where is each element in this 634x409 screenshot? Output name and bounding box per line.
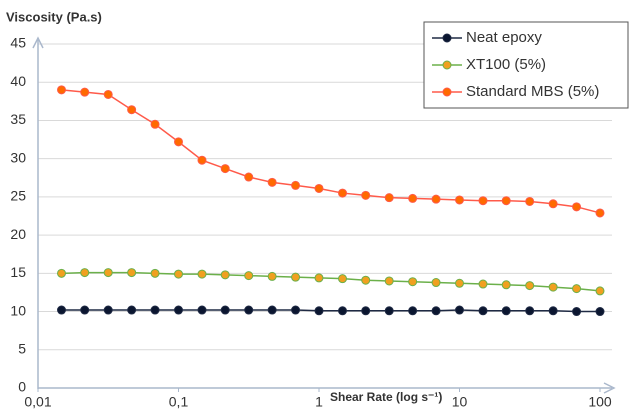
- data-point: [174, 137, 183, 147]
- y-axis-title: Viscosity (Pa.s): [6, 9, 102, 24]
- data-point: [267, 177, 277, 187]
- x-axis-title: Shear Rate (log s⁻¹): [330, 390, 442, 404]
- data-point: [174, 305, 183, 315]
- y-tick-label: 45: [10, 35, 26, 51]
- legend-label: Standard MBS (5%): [466, 83, 599, 100]
- y-axis-arrow: [32, 36, 44, 49]
- y-tick-label: 20: [10, 226, 26, 242]
- x-tick-label: 1: [315, 394, 323, 409]
- data-point: [338, 306, 348, 316]
- data-point: [244, 271, 254, 281]
- data-point: [220, 164, 230, 174]
- data-point: [338, 274, 348, 284]
- data-point: [174, 269, 183, 279]
- data-point: [548, 199, 558, 209]
- data-point: [361, 275, 371, 285]
- y-tick-label: 0: [18, 379, 26, 395]
- data-point: [548, 282, 558, 292]
- x-tick-label: 10: [452, 394, 468, 409]
- y-tick-label: 35: [10, 111, 26, 127]
- y-tick-label: 25: [10, 188, 26, 204]
- data-point: [127, 105, 137, 115]
- data-point: [478, 279, 488, 289]
- data-point: [57, 85, 67, 95]
- data-point: [384, 193, 394, 203]
- data-point: [455, 278, 464, 288]
- data-point: [361, 190, 371, 200]
- data-point: [103, 305, 113, 315]
- data-point: [57, 305, 67, 315]
- legend-marker: [442, 87, 452, 97]
- data-point: [80, 268, 90, 278]
- legend-label: Neat epoxy: [466, 29, 542, 46]
- data-point: [384, 276, 394, 286]
- data-point: [314, 273, 324, 283]
- data-point: [431, 194, 441, 204]
- legend-label: XT100 (5%): [466, 56, 546, 73]
- x-tick-label: 0,1: [169, 394, 189, 409]
- data-point: [197, 305, 207, 315]
- data-point: [408, 277, 418, 287]
- data-point: [220, 270, 230, 280]
- data-point: [525, 196, 535, 206]
- data-point: [314, 183, 324, 193]
- data-point: [525, 306, 535, 316]
- data-point: [57, 268, 67, 278]
- data-point: [291, 272, 301, 282]
- legend-marker: [442, 33, 452, 43]
- data-point: [384, 306, 394, 316]
- data-point: [314, 306, 324, 316]
- data-point: [197, 155, 207, 165]
- data-point: [478, 196, 488, 206]
- data-point: [150, 268, 160, 278]
- data-point: [525, 281, 535, 291]
- y-tick-label: 30: [10, 149, 26, 165]
- data-point: [338, 188, 348, 198]
- data-point: [103, 268, 113, 278]
- y-tick-label: 40: [10, 73, 26, 89]
- data-point: [267, 271, 277, 281]
- data-point: [431, 306, 441, 316]
- data-point: [291, 180, 301, 190]
- data-point: [291, 305, 301, 315]
- data-point: [150, 305, 160, 315]
- data-point: [408, 193, 418, 203]
- y-tick-label: 5: [18, 340, 26, 356]
- data-point: [244, 172, 254, 182]
- data-point: [572, 307, 582, 317]
- data-point: [408, 306, 418, 316]
- x-axis-arrow: [603, 382, 616, 394]
- data-point: [103, 89, 113, 99]
- plot-area: [37, 43, 612, 392]
- data-point: [127, 305, 137, 315]
- data-point: [431, 278, 441, 288]
- legend-marker: [442, 60, 452, 70]
- data-point: [595, 307, 605, 317]
- x-tick-label: 100: [588, 394, 612, 409]
- data-point: [150, 119, 160, 129]
- data-point: [595, 286, 605, 296]
- data-point: [572, 284, 582, 294]
- data-point: [220, 305, 230, 315]
- data-point: [572, 202, 582, 212]
- data-point: [501, 196, 511, 206]
- data-point: [548, 306, 558, 316]
- data-point: [361, 306, 371, 316]
- data-point: [197, 269, 207, 279]
- data-point: [478, 306, 488, 316]
- data-point: [127, 268, 137, 278]
- y-tick-label: 10: [10, 302, 26, 318]
- data-point: [244, 305, 254, 315]
- data-point: [595, 208, 605, 218]
- data-point: [455, 305, 464, 315]
- y-tick-label: 15: [10, 264, 26, 280]
- x-tick-label: 0,01: [24, 394, 51, 409]
- data-point: [80, 305, 90, 315]
- data-point: [501, 280, 511, 290]
- data-point: [267, 305, 277, 315]
- data-point: [455, 195, 464, 205]
- data-point: [80, 87, 90, 97]
- data-point: [501, 306, 511, 316]
